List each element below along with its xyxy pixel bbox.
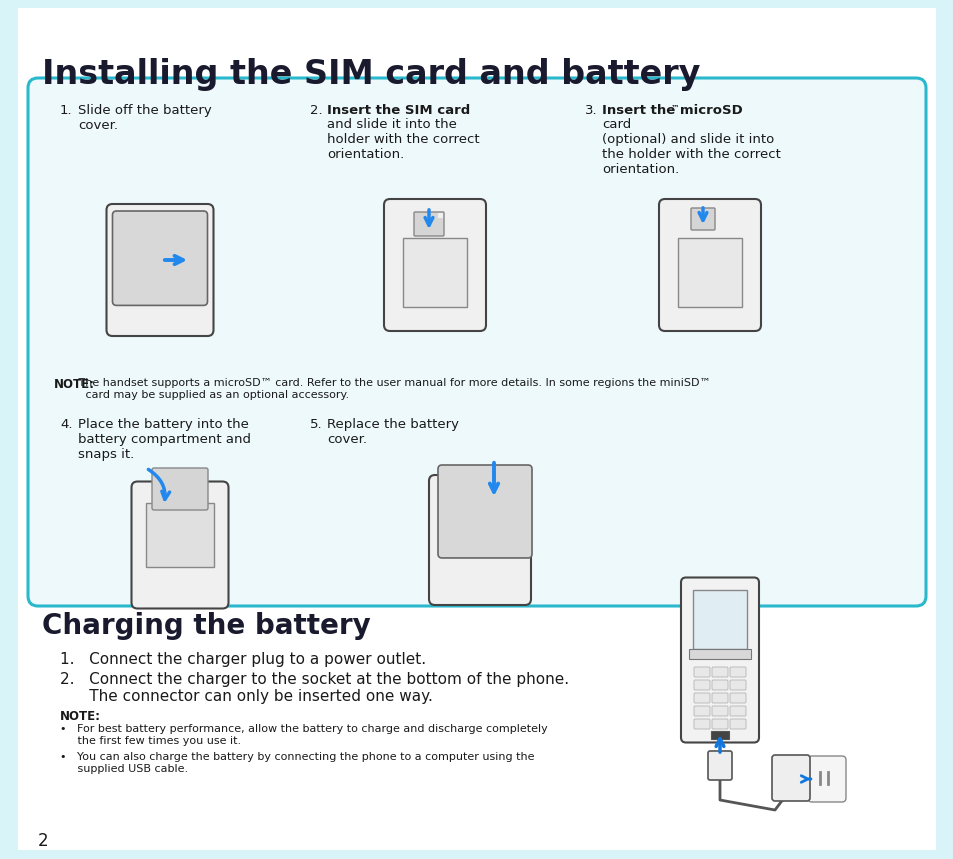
Text: 2.: 2. [310, 104, 322, 117]
Text: NOTE:: NOTE: [60, 710, 101, 723]
Text: 2.   Connect the charger to the socket at the bottom of the phone.
      The con: 2. Connect the charger to the socket at … [60, 672, 569, 704]
Text: Charging the battery: Charging the battery [42, 612, 371, 640]
Text: 3.: 3. [584, 104, 597, 117]
Text: 2: 2 [38, 832, 49, 850]
FancyBboxPatch shape [680, 577, 759, 742]
Text: •   For best battery performance, allow the battery to charge and discharge comp: • For best battery performance, allow th… [60, 724, 547, 746]
Text: 1.   Connect the charger plug to a power outlet.: 1. Connect the charger plug to a power o… [60, 652, 426, 667]
Text: •   You can also charge the battery by connecting the phone to a computer using : • You can also charge the battery by con… [60, 752, 534, 774]
Text: and slide it into the
holder with the correct
orientation.: and slide it into the holder with the co… [327, 118, 479, 161]
FancyBboxPatch shape [693, 719, 709, 729]
FancyBboxPatch shape [690, 208, 714, 230]
FancyBboxPatch shape [707, 751, 731, 780]
Text: Installing the SIM card and battery: Installing the SIM card and battery [42, 58, 700, 91]
FancyBboxPatch shape [146, 503, 213, 567]
FancyBboxPatch shape [807, 756, 845, 802]
FancyBboxPatch shape [693, 706, 709, 716]
Text: The handset supports a microSD™ card. Refer to the user manual for more details.: The handset supports a microSD™ card. Re… [54, 378, 710, 399]
FancyBboxPatch shape [437, 213, 442, 218]
Text: NOTE:: NOTE: [54, 378, 95, 391]
FancyBboxPatch shape [711, 680, 727, 690]
FancyBboxPatch shape [112, 211, 208, 306]
FancyBboxPatch shape [28, 78, 925, 606]
FancyBboxPatch shape [693, 667, 709, 677]
FancyBboxPatch shape [107, 204, 213, 336]
Text: Place the battery into the
battery compartment and
snaps it.: Place the battery into the battery compa… [78, 418, 251, 461]
FancyBboxPatch shape [693, 693, 709, 703]
Text: Insert the SIM card: Insert the SIM card [327, 104, 470, 117]
FancyBboxPatch shape [771, 755, 809, 801]
Text: Slide off the battery
cover.: Slide off the battery cover. [78, 104, 212, 132]
FancyBboxPatch shape [711, 667, 727, 677]
FancyBboxPatch shape [429, 475, 531, 605]
Text: card
(optional) and slide it into
the holder with the correct
orientation.: card (optional) and slide it into the ho… [601, 118, 781, 176]
FancyBboxPatch shape [711, 693, 727, 703]
FancyBboxPatch shape [729, 693, 745, 703]
FancyBboxPatch shape [729, 706, 745, 716]
FancyBboxPatch shape [402, 238, 467, 307]
FancyBboxPatch shape [692, 590, 746, 649]
FancyBboxPatch shape [693, 680, 709, 690]
Text: 1.: 1. [60, 104, 72, 117]
FancyBboxPatch shape [710, 731, 728, 739]
FancyBboxPatch shape [711, 719, 727, 729]
FancyBboxPatch shape [132, 482, 229, 608]
FancyBboxPatch shape [414, 212, 443, 236]
FancyBboxPatch shape [729, 680, 745, 690]
Text: Insert the microSD: Insert the microSD [601, 104, 742, 117]
Text: Replace the battery
cover.: Replace the battery cover. [327, 418, 458, 446]
FancyBboxPatch shape [152, 468, 208, 510]
FancyBboxPatch shape [688, 649, 750, 659]
FancyBboxPatch shape [659, 199, 760, 331]
FancyBboxPatch shape [18, 8, 935, 850]
FancyBboxPatch shape [678, 238, 741, 307]
FancyBboxPatch shape [729, 719, 745, 729]
Text: 4.: 4. [60, 418, 72, 431]
FancyBboxPatch shape [729, 667, 745, 677]
FancyBboxPatch shape [437, 465, 532, 558]
Text: ™: ™ [670, 104, 679, 113]
Text: 5.: 5. [310, 418, 322, 431]
FancyBboxPatch shape [711, 706, 727, 716]
FancyBboxPatch shape [384, 199, 485, 331]
